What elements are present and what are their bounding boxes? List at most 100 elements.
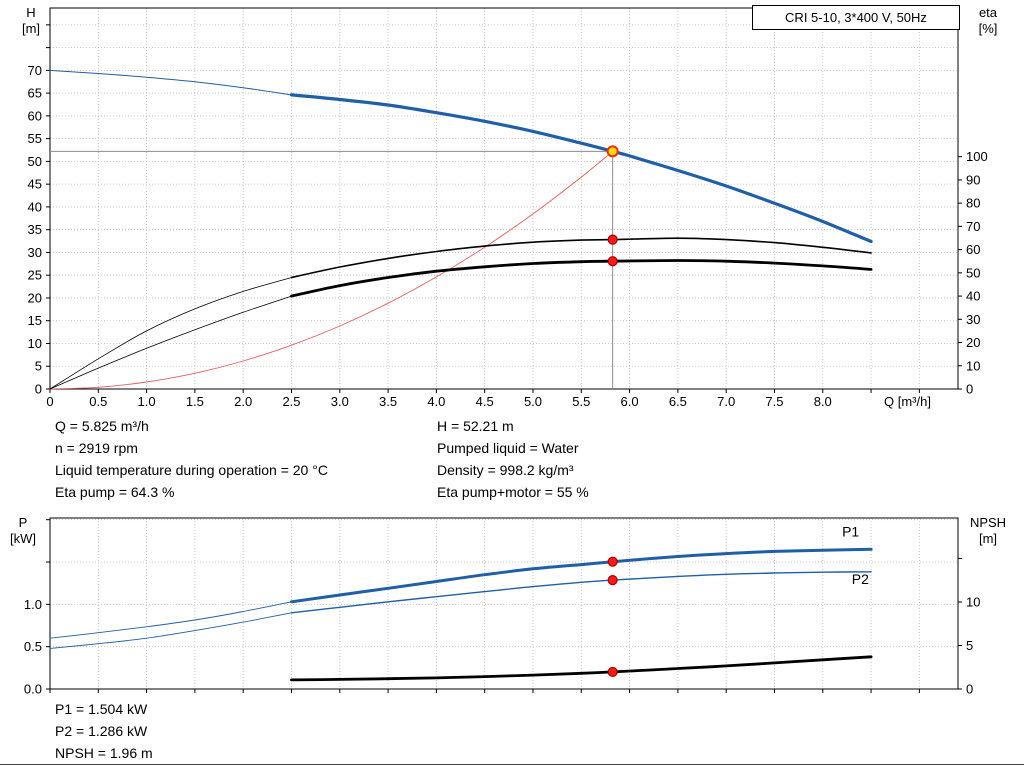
x-tick-label: 6.0 bbox=[621, 394, 639, 409]
y-left-tick-label: 70 bbox=[28, 63, 42, 78]
y-right-tick-label: 100 bbox=[966, 149, 988, 164]
results-block: P1 = 1.504 kW P2 = 1.286 kW NPSH = 1.96 … bbox=[55, 698, 153, 764]
p1-curve-line bbox=[290, 547, 873, 604]
y-left-tick-label: 0.5 bbox=[24, 639, 42, 654]
y-left-tick-label: 5 bbox=[35, 359, 42, 374]
hq-right-axis-title: eta [%] bbox=[966, 5, 1010, 37]
x-tick-label: 2.5 bbox=[282, 394, 300, 409]
info-liquid-temperature: Liquid temperature during operation = 20… bbox=[55, 462, 328, 478]
y-left-tick-label: 15 bbox=[28, 313, 42, 328]
y-right-tick-label: 70 bbox=[966, 219, 980, 234]
x-tick-label: 1.0 bbox=[138, 394, 156, 409]
p2-point-marker bbox=[607, 575, 618, 586]
info-density: Density = 998.2 kg/m³ bbox=[437, 462, 574, 478]
power-right-axis-title: NPSH [m] bbox=[964, 515, 1012, 547]
npsh-axis-symbol: NPSH bbox=[969, 515, 1007, 530]
y-right-tick-label: 80 bbox=[966, 196, 980, 211]
npsh-axis-unit: [m] bbox=[978, 531, 998, 546]
p2-curve-line bbox=[290, 571, 872, 614]
eta-axis-symbol: eta bbox=[978, 5, 998, 20]
y-right-tick-label: 10 bbox=[966, 594, 980, 609]
eta-axis-unit: [%] bbox=[978, 21, 998, 36]
eta-pump-point-marker bbox=[607, 234, 618, 245]
info-eta-pump-motor: Eta pump+motor = 55 % bbox=[437, 484, 589, 500]
y-right-tick-label: 60 bbox=[966, 242, 980, 257]
y-left-tick-label: 0.0 bbox=[24, 682, 42, 697]
pump-model-label: CRI 5-10, 3*400 V, 50Hz bbox=[785, 10, 927, 25]
x-tick-label: 3.0 bbox=[331, 394, 349, 409]
y-right-tick-label: 0 bbox=[966, 382, 973, 397]
p2-label: P2 bbox=[852, 571, 869, 587]
y-left-tick-label: 1.0 bbox=[24, 597, 42, 612]
y-right-tick-label: 50 bbox=[966, 265, 980, 280]
y-left-tick-label: 65 bbox=[28, 86, 42, 101]
eta-pump-curve-extension-line bbox=[49, 277, 292, 390]
system-curve-line bbox=[49, 150, 614, 390]
x-tick-label: 5.0 bbox=[524, 394, 542, 409]
npsh-point-marker bbox=[607, 666, 618, 678]
p2-curve-extension-line bbox=[49, 612, 292, 649]
info-eta-pump: Eta pump = 64.3 % bbox=[55, 484, 175, 500]
hq-chart: 0 0.5 1.0 1.5 2.0 2.5 3.0 3.5 4.0 4.5 5.0 5.5 6.0 6.5… bbox=[28, 7, 988, 409]
y-right-tick-label: 0 bbox=[966, 682, 973, 697]
y-left-tick-label: 40 bbox=[28, 199, 42, 214]
y-right-tick-label: 30 bbox=[966, 312, 980, 327]
npsh-curve-line bbox=[290, 655, 873, 682]
x-tick-label: 4.0 bbox=[427, 394, 445, 409]
qh-curve-line bbox=[289, 93, 873, 244]
qh-curve-extension-line bbox=[49, 69, 292, 96]
eta-pump-motor-curve-line bbox=[290, 259, 873, 298]
y-left-tick-label: 20 bbox=[28, 290, 42, 305]
result-p1: P1 = 1.504 kW bbox=[55, 701, 148, 717]
flow-axis-unit: Q [m³/h] bbox=[884, 394, 931, 409]
x-tick-label: 7.0 bbox=[717, 394, 735, 409]
operating-info-left-column: Q = 5.825 m³/h n = 2919 rpm Liquid tempe… bbox=[55, 415, 328, 503]
y-left-tick-label: 35 bbox=[28, 222, 42, 237]
duty-point-marker bbox=[606, 145, 619, 158]
eta-pump-motor-point-marker bbox=[607, 256, 618, 267]
x-tick-label: 1.5 bbox=[186, 394, 204, 409]
p1-curve-extension-line bbox=[49, 601, 292, 639]
x-tick-label: 2.0 bbox=[234, 394, 252, 409]
result-p2: P2 = 1.286 kW bbox=[55, 723, 148, 739]
h-axis-unit: [m] bbox=[21, 21, 41, 36]
info-pumped-liquid: Pumped liquid = Water bbox=[437, 440, 579, 456]
y-left-tick-label: 25 bbox=[28, 268, 42, 283]
x-tick-label: 3.5 bbox=[379, 394, 397, 409]
operating-info-right-column: H = 52.21 m Pumped liquid = Water Densit… bbox=[437, 415, 589, 503]
y-right-tick-label: 5 bbox=[966, 638, 973, 653]
info-head: H = 52.21 m bbox=[437, 418, 514, 434]
y-left-tick-label: 60 bbox=[28, 108, 42, 123]
p-axis-unit: [kW] bbox=[10, 531, 36, 546]
power-npsh-chart: 0.0 0.5 1.0 0 5 10 P1 P2 bbox=[24, 517, 980, 697]
x-tick-label: 0.5 bbox=[89, 394, 107, 409]
h-axis-symbol: H bbox=[26, 5, 36, 20]
power-left-axis-title: P [kW] bbox=[6, 515, 40, 547]
x-tick-label: 6.5 bbox=[669, 394, 687, 409]
y-left-tick-label: 0 bbox=[35, 382, 42, 397]
x-tick-label: 8.0 bbox=[814, 394, 832, 409]
y-left-tick-label: 30 bbox=[28, 245, 42, 260]
plot-border bbox=[49, 517, 959, 690]
p-axis-symbol: P bbox=[18, 515, 28, 530]
x-tick-label: 4.5 bbox=[476, 394, 494, 409]
eta-pump-motor-curve-extension-line bbox=[49, 295, 292, 390]
x-tick-label: 7.5 bbox=[765, 394, 783, 409]
plot-border bbox=[49, 7, 959, 390]
pump-model-box: CRI 5-10, 3*400 V, 50Hz bbox=[752, 5, 960, 30]
x-tick-label: 0 bbox=[46, 394, 53, 409]
hq-left-axis-title: H [m] bbox=[15, 5, 47, 37]
p1-point-marker bbox=[607, 556, 618, 567]
x-tick-label: 5.5 bbox=[572, 394, 590, 409]
y-left-tick-label: 55 bbox=[28, 131, 42, 146]
info-flow: Q = 5.825 m³/h bbox=[55, 418, 149, 434]
y-left-tick-label: 50 bbox=[28, 154, 42, 169]
y-right-tick-label: 90 bbox=[966, 172, 980, 187]
eta-pump-curve-line bbox=[290, 237, 872, 279]
y-right-tick-label: 20 bbox=[966, 335, 980, 350]
footer-divider bbox=[0, 764, 1024, 765]
result-npsh: NPSH = 1.96 m bbox=[55, 745, 153, 761]
info-speed: n = 2919 rpm bbox=[55, 440, 138, 456]
